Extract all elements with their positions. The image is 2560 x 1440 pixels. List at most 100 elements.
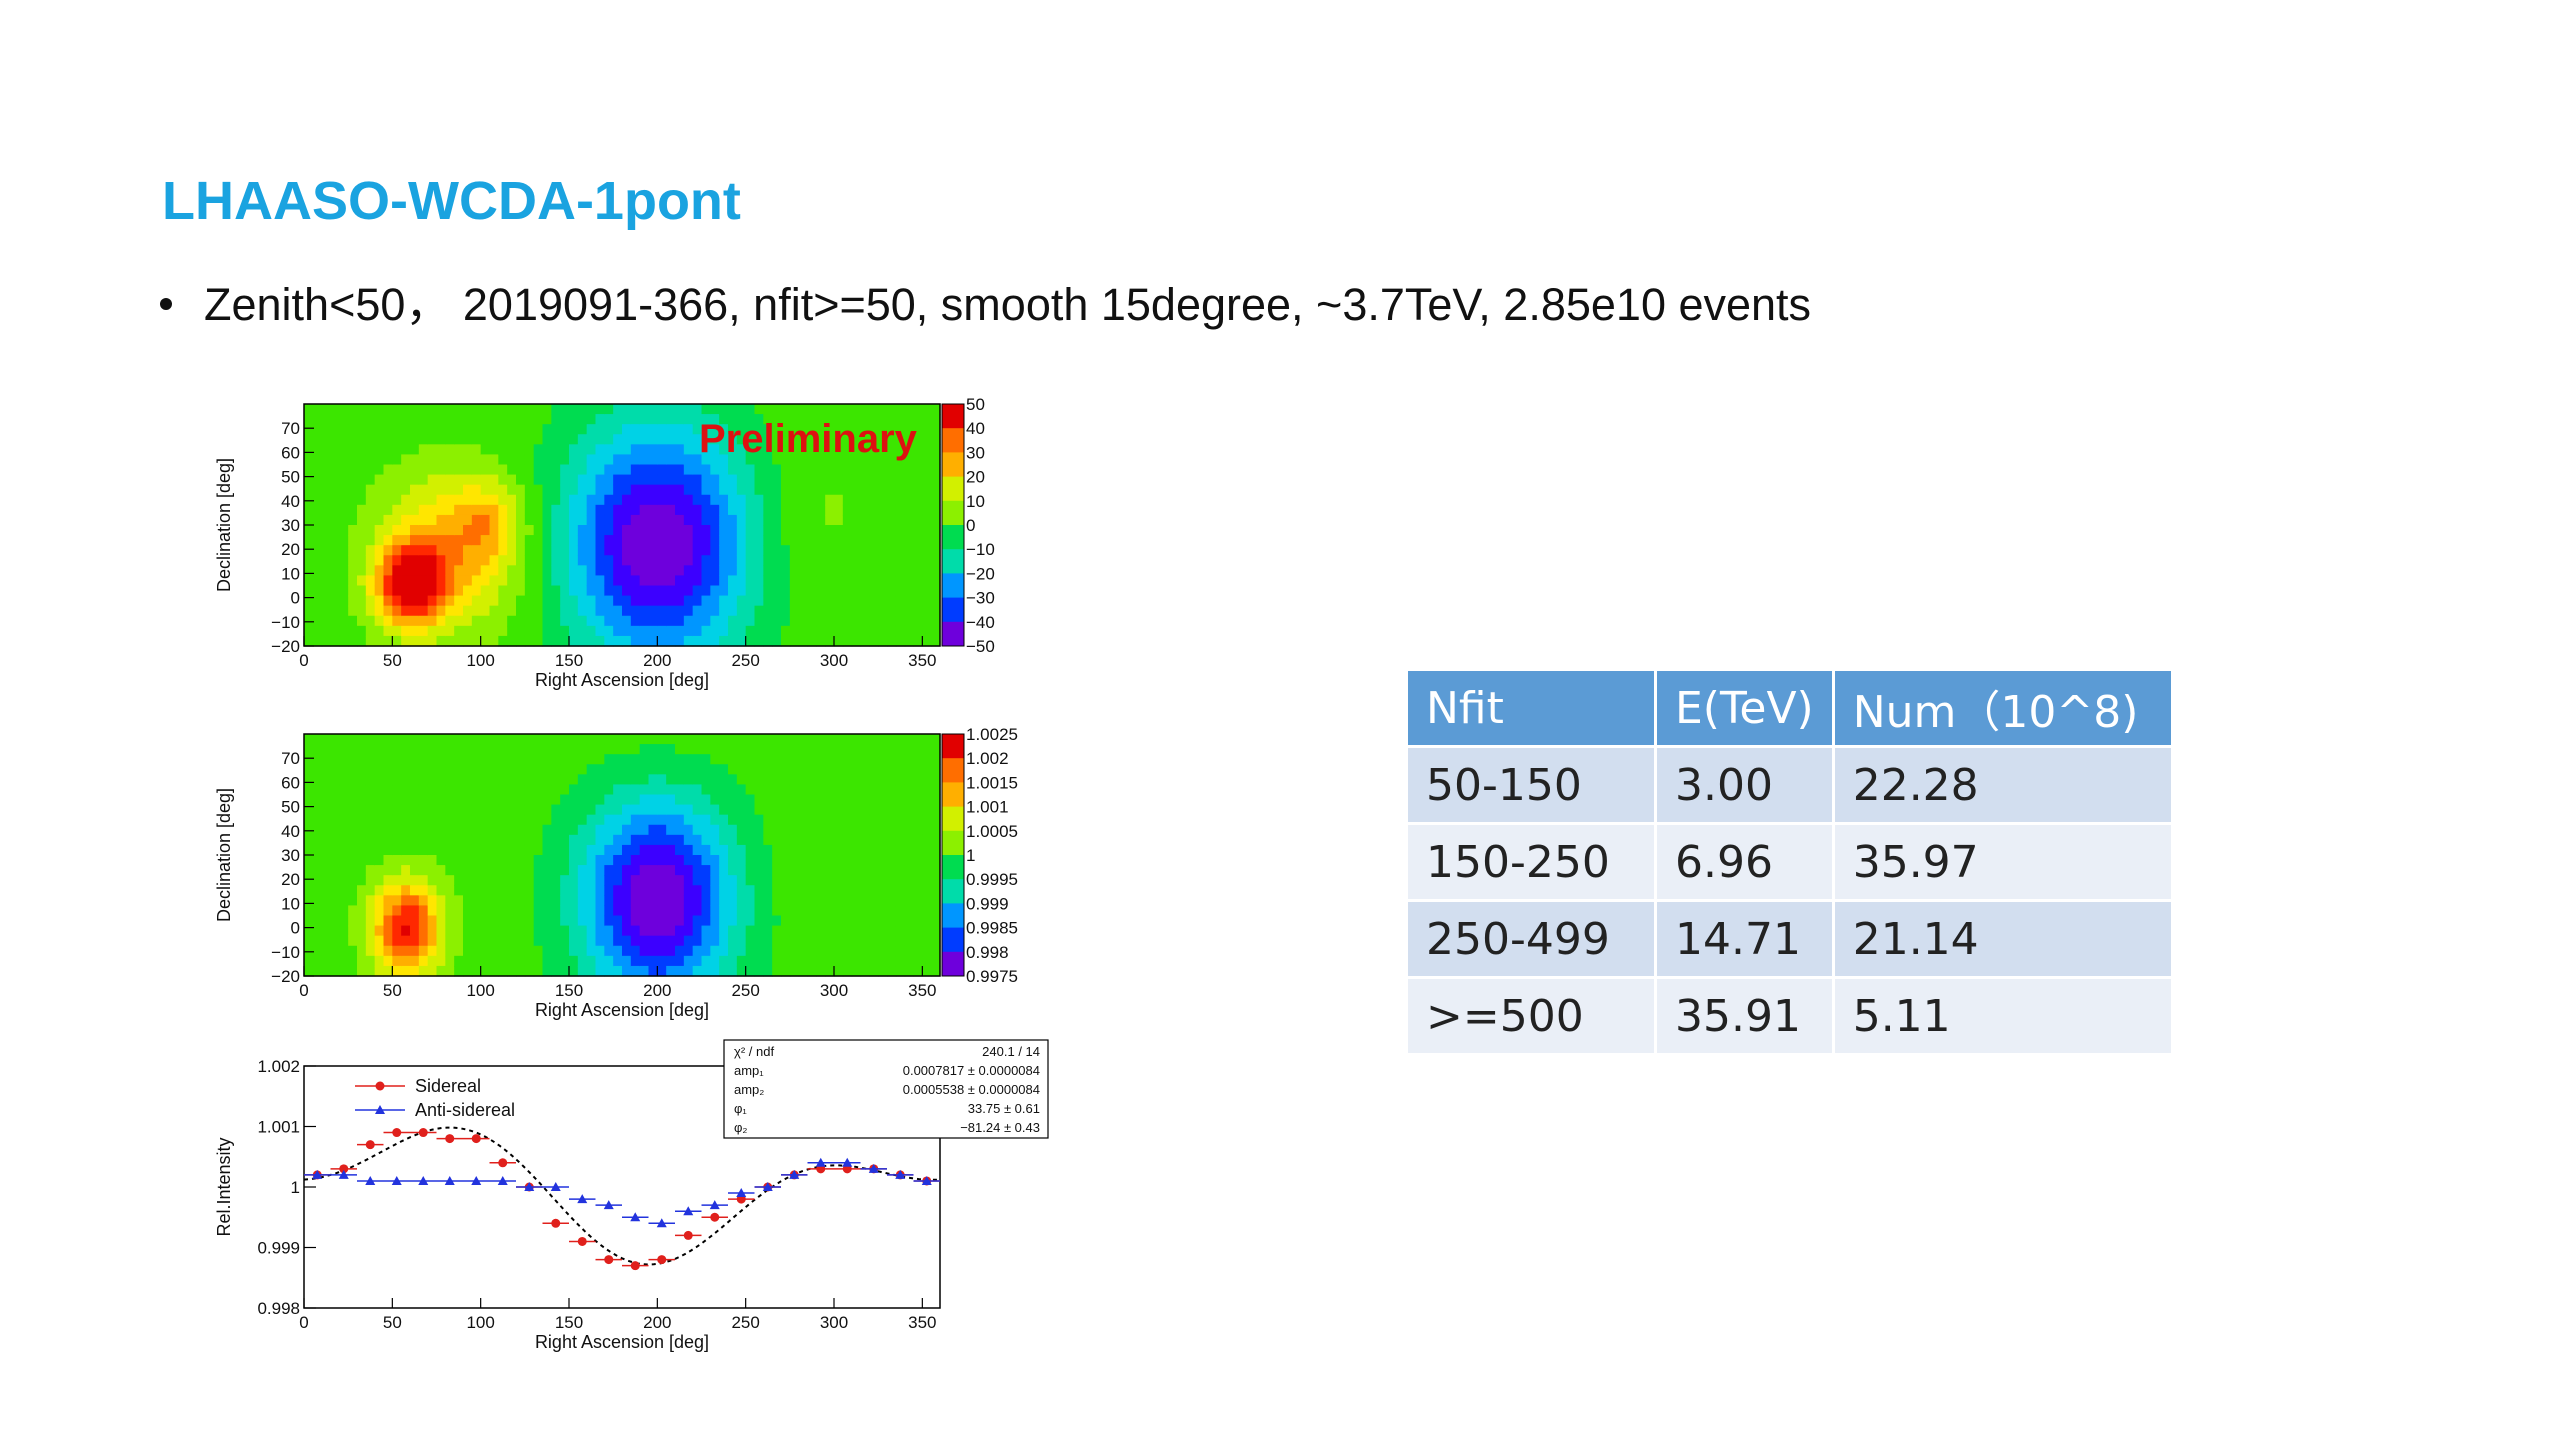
heatmap-cell — [878, 905, 888, 917]
heatmap-cell — [471, 844, 482, 856]
heatmap-cell — [498, 575, 508, 587]
heatmap-cell — [454, 885, 464, 896]
heatmap-cell — [357, 844, 367, 856]
heatmap-cell — [736, 905, 747, 917]
heatmap-cell — [666, 504, 676, 516]
heatmap-cell — [666, 925, 676, 937]
heatmap-cell — [754, 865, 764, 876]
heatmap-cell — [427, 444, 438, 456]
heatmap-cell — [754, 545, 764, 556]
heatmap-cell — [498, 834, 508, 846]
heatmap-cell — [692, 945, 703, 957]
heatmap-cell — [507, 824, 517, 836]
heatmap-cell — [357, 565, 367, 577]
heatmap-cell — [842, 414, 853, 425]
heatmap-cell — [860, 804, 870, 816]
heatmap-cell — [657, 525, 667, 536]
heatmap-cell — [860, 824, 870, 836]
heatmap-cell — [348, 764, 358, 775]
heatmap-cell — [604, 734, 614, 745]
heatmap-cell — [427, 794, 438, 806]
heatmap-cell — [622, 945, 632, 957]
heatmap-cell — [639, 575, 650, 587]
heatmap-cell — [719, 794, 729, 806]
heatmap-cell — [357, 855, 367, 866]
heatmap-cell — [931, 754, 941, 765]
heatmap-cell — [692, 855, 703, 866]
heatmap-cell — [604, 635, 614, 647]
heatmap-cell — [401, 905, 411, 917]
heatmap-cell — [304, 814, 314, 826]
heatmap-cell — [498, 464, 508, 476]
heatmap-cell — [825, 834, 835, 846]
heatmap-cell — [348, 545, 358, 556]
heatmap-cell — [383, 404, 393, 415]
heatmap-cell — [931, 535, 941, 546]
heatmap-cell — [887, 834, 897, 846]
heatmap-cell — [710, 464, 720, 476]
heatmap-cell — [842, 794, 853, 806]
heatmap-cell — [887, 814, 897, 826]
fit-stat-label: amp₂ — [734, 1082, 764, 1097]
heatmap-cell — [913, 595, 923, 607]
heatmap-cell — [586, 424, 597, 435]
heatmap-cell — [321, 754, 332, 765]
heatmap-cell — [922, 915, 932, 927]
heatmap-cell — [745, 814, 756, 826]
heatmap-cell — [834, 744, 844, 755]
heatmap-cell — [516, 875, 526, 886]
heatmap-cell — [339, 595, 349, 607]
heatmap-cell — [657, 545, 667, 556]
heatmap-cell — [321, 965, 332, 977]
heatmap-cell — [498, 885, 508, 896]
heatmap-cell — [887, 585, 897, 597]
heatmap-cells-0 — [304, 404, 941, 647]
heatmap-cell — [931, 945, 941, 957]
heatmap-cell — [772, 605, 782, 617]
heatmap-cell — [630, 754, 641, 765]
heatmap-cell — [851, 764, 862, 775]
heatmap-cell — [463, 565, 473, 577]
heatmap-cell — [701, 464, 711, 476]
heatmap-cell — [736, 635, 747, 647]
heatmap-cell — [683, 615, 694, 627]
heatmap-cell — [772, 754, 782, 765]
heatmap-cell — [842, 474, 853, 486]
heatmap-cell — [357, 444, 367, 456]
heatmap-cell — [542, 414, 552, 425]
heatmap-cell — [418, 585, 429, 597]
heatmap-cell — [772, 514, 782, 526]
heatmap-cell — [454, 585, 464, 597]
colorbar-tick-label: 30 — [966, 443, 985, 462]
heatmap-cell — [392, 494, 402, 506]
heatmap-cell — [498, 804, 508, 816]
heatmap-cell — [374, 935, 385, 947]
heatmap-cell — [339, 885, 349, 896]
heatmap-cell — [622, 885, 632, 896]
heatmap-cell — [604, 494, 614, 506]
heatmap-cell — [869, 484, 879, 496]
heatmap-cell — [816, 905, 826, 917]
heatmap-cell — [604, 424, 614, 435]
heatmap-cell — [436, 804, 446, 816]
heatmap-cell — [330, 575, 340, 587]
heatmap-cell — [542, 565, 552, 577]
heatmap-cell — [507, 915, 517, 927]
heatmap-cell — [445, 635, 455, 647]
heatmap-cell — [383, 855, 393, 866]
heatmap-cell — [842, 824, 853, 836]
heatmap-cell — [383, 774, 393, 786]
heatmap-cell — [728, 824, 738, 836]
heatmap-cell — [842, 424, 853, 435]
heatmap-cell — [657, 965, 667, 977]
heatmap-cell — [781, 605, 791, 617]
heatmap-cell — [675, 774, 685, 786]
heatmap-cell — [622, 434, 632, 445]
heatmap-cell — [321, 774, 332, 786]
heatmap-cell — [560, 824, 570, 836]
heatmap-cell — [595, 585, 605, 597]
heatmap-cell — [463, 404, 473, 415]
heatmap-cell — [895, 774, 906, 786]
heatmap-cell — [719, 545, 729, 556]
heatmap-cell — [489, 535, 499, 546]
